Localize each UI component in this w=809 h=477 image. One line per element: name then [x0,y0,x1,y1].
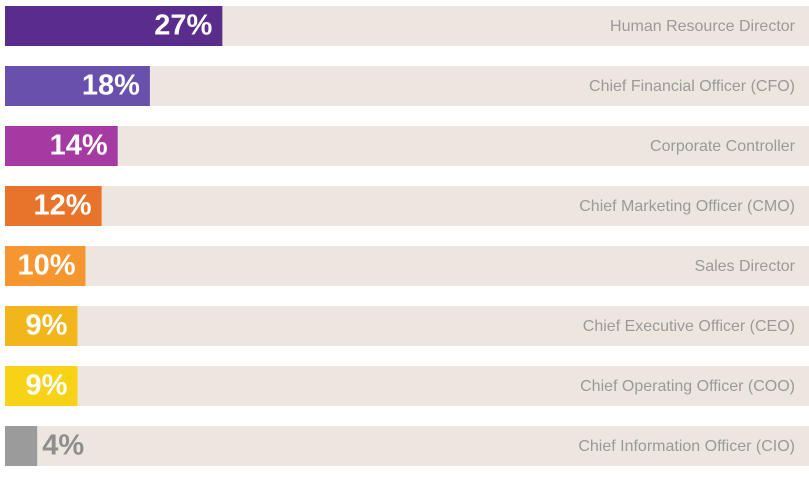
category-label: Chief Information Officer (CIO) [578,438,795,455]
value-label: 9% [26,370,68,402]
category-label: Sales Director [695,258,796,275]
bar-track [5,186,809,226]
bar-track [5,426,809,466]
bar-track [5,366,809,406]
category-label: Chief Marketing Officer (CMO) [579,198,795,215]
value-label: 10% [17,250,75,282]
category-label: Chief Operating Officer (COO) [580,378,795,395]
category-label: Human Resource Director [610,18,796,35]
bar-track [5,306,809,346]
bar [5,66,150,106]
value-label: 14% [50,130,108,162]
bar [5,426,38,466]
value-label: 27% [154,10,212,42]
value-label: 4% [42,430,84,462]
bar [5,366,78,406]
bar-track [5,126,809,166]
category-label: Chief Executive Officer (CEO) [583,318,795,335]
bar [5,186,102,226]
bar [5,6,223,46]
bar [5,306,78,346]
value-label: 18% [82,70,140,102]
category-label: Chief Financial Officer (CFO) [589,78,795,95]
bar [5,126,118,166]
bar [5,246,86,286]
value-label: 9% [26,310,68,342]
value-label: 12% [34,190,92,222]
category-label: Corporate Controller [650,138,796,155]
bar-track [5,246,809,286]
